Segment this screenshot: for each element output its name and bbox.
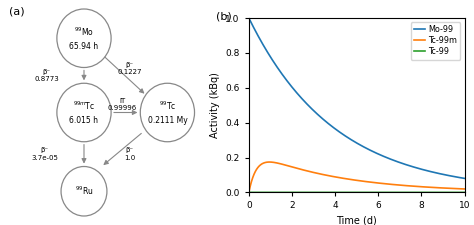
Tc-99m (457, 187, 463, 190)
Tc-99m (246, 191, 252, 194)
Tc-99m (462, 188, 467, 190)
Tc-99 (338, 191, 344, 194)
Text: $^{99m}$Tc
6.015 h: $^{99m}$Tc 6.015 h (70, 100, 99, 125)
Tc-99 (271, 191, 276, 194)
Tc-99 (246, 191, 252, 194)
Mo-99 (271, 60, 276, 63)
Mo-99 (246, 17, 252, 19)
Y-axis label: Activity (kBq): Activity (kBq) (210, 72, 220, 138)
Mo-99 (434, 172, 440, 174)
Text: β⁻
3.7e-05: β⁻ 3.7e-05 (31, 147, 58, 161)
Line: Tc-99m: Tc-99m (249, 162, 465, 192)
Tc-99 (328, 191, 334, 194)
Legend: Mo-99, Tc-99m, Tc-99: Mo-99, Tc-99m, Tc-99 (410, 22, 461, 59)
Tc-99m (338, 177, 344, 179)
Text: β⁻
1.0: β⁻ 1.0 (124, 147, 136, 161)
Tc-99 (457, 191, 463, 194)
Tc-99 (434, 191, 440, 194)
Mo-99 (338, 132, 344, 134)
Text: $^{99}$Mo
65.94 h: $^{99}$Mo 65.94 h (69, 26, 99, 51)
Text: β⁻
0.8773: β⁻ 0.8773 (34, 69, 59, 82)
Text: $^{99}$Ru: $^{99}$Ru (75, 185, 93, 198)
Mo-99 (462, 177, 467, 180)
Tc-99m (283, 164, 289, 167)
Text: β⁻
0.1227: β⁻ 0.1227 (118, 62, 142, 75)
Text: IT
0.99996: IT 0.99996 (108, 98, 137, 111)
Tc-99m (271, 161, 276, 164)
Mo-99 (283, 79, 289, 81)
X-axis label: Time (d): Time (d) (337, 216, 377, 225)
Mo-99 (328, 125, 334, 127)
Tc-99m (266, 161, 272, 163)
Tc-99m (329, 175, 335, 178)
Mo-99 (457, 176, 463, 179)
Text: $^{99}$Tc
0.2111 My: $^{99}$Tc 0.2111 My (147, 100, 187, 125)
Tc-99 (462, 191, 467, 194)
Tc-99m (434, 186, 440, 189)
Line: Mo-99: Mo-99 (249, 18, 465, 178)
Text: (a): (a) (9, 7, 25, 17)
Text: (b): (b) (217, 11, 232, 21)
Tc-99 (283, 191, 289, 194)
